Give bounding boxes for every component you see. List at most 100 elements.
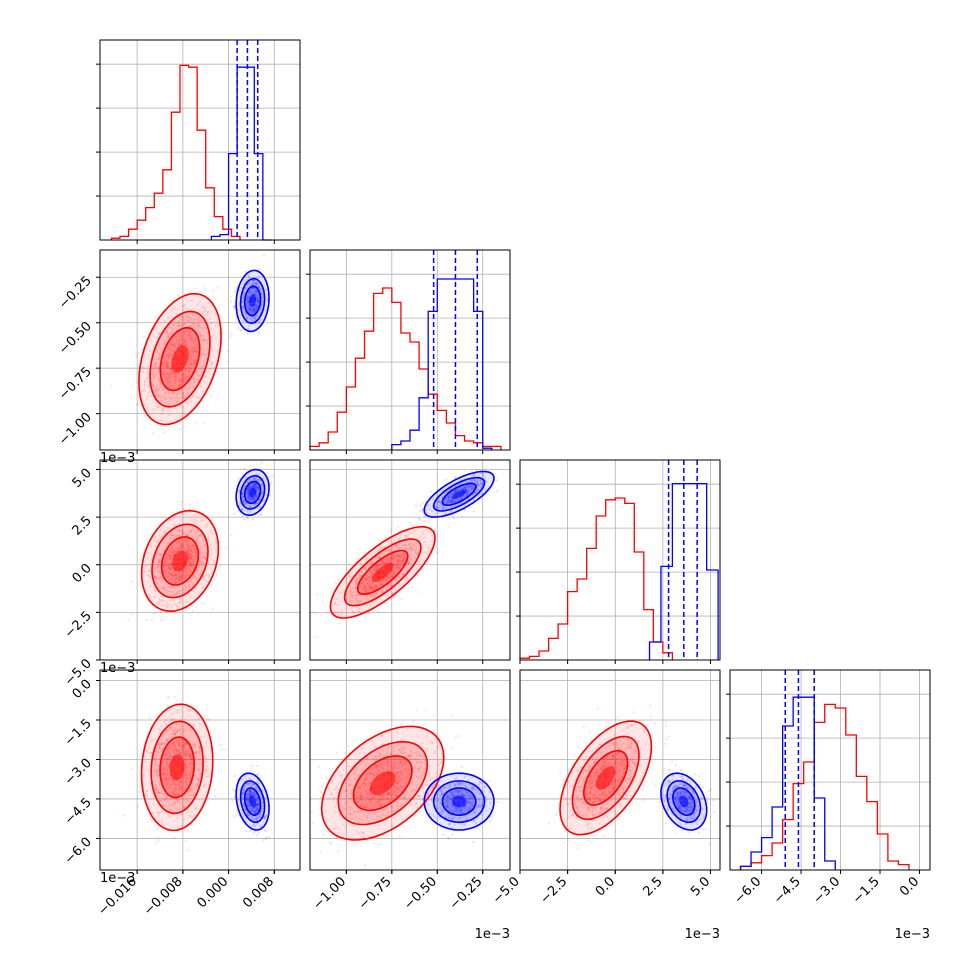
sample-point: [191, 346, 194, 349]
sample-point: [189, 595, 192, 599]
sample-point: [167, 603, 170, 606]
sample-point: [197, 530, 200, 533]
sample-point: [170, 371, 174, 374]
sample-point: [254, 496, 257, 499]
sample-point: [248, 497, 251, 500]
sample-point: [156, 565, 159, 569]
sample-point: [260, 296, 263, 299]
sample-point: [209, 394, 212, 397]
sample-point: [166, 553, 169, 556]
sample-point: [238, 489, 241, 492]
sample-point: [253, 483, 256, 486]
sample-point: [246, 496, 249, 500]
sample-point: [185, 542, 188, 545]
sample-point: [253, 310, 256, 313]
sample-point: [192, 551, 195, 554]
sample-point: [202, 555, 206, 558]
sample-point: [194, 551, 197, 554]
sample-point: [179, 548, 183, 551]
sample-point: [167, 557, 171, 560]
sample-point: [257, 286, 260, 289]
sample-point: [192, 312, 195, 315]
sample-point: [183, 343, 186, 346]
sample-point: [246, 331, 249, 335]
sample-point: [259, 308, 262, 311]
sample-point: [178, 578, 181, 581]
sample-point: [160, 619, 163, 622]
sample-point: [166, 331, 169, 335]
sample-point: [257, 284, 260, 287]
sample-point: [143, 388, 146, 391]
sample-point: [203, 309, 206, 312]
sample-point: [247, 274, 250, 277]
sample-point: [186, 574, 189, 577]
sample-point: [195, 537, 198, 540]
sample-point: [254, 310, 257, 313]
sample-point: [202, 285, 205, 288]
sample-point: [247, 304, 250, 307]
sample-point: [167, 372, 170, 375]
sample-point: [188, 562, 191, 565]
sample-point: [146, 569, 150, 572]
sample-point: [193, 349, 196, 353]
sample-point: [147, 391, 150, 394]
sample-point: [195, 568, 198, 571]
sample-point: [251, 311, 254, 314]
sample-point: [242, 294, 245, 297]
sample-point: [247, 511, 250, 514]
sample-point: [162, 586, 165, 589]
sample-point: [264, 493, 268, 496]
marginal-panel-3: [726, 670, 930, 870]
sample-point: [241, 297, 244, 300]
sample-point: [246, 494, 249, 497]
sample-point: [254, 830, 257, 833]
sample-point: [207, 539, 210, 542]
sample-point: [247, 495, 250, 498]
sample-point: [261, 491, 264, 495]
sample-point: [246, 296, 249, 300]
sample-point: [184, 574, 187, 577]
sample-point: [173, 550, 176, 553]
sample-point: [199, 572, 202, 575]
sample-point: [179, 338, 182, 341]
sample-point: [149, 543, 152, 546]
sample-point: [157, 394, 160, 397]
sample-point: [159, 385, 162, 388]
sample-point: [174, 581, 177, 585]
sample-point: [167, 558, 170, 561]
sample-point: [257, 486, 260, 489]
sample-point: [244, 287, 247, 290]
sample-point: [244, 313, 248, 316]
sample-point: [198, 332, 201, 335]
sample-point: [141, 552, 144, 555]
sample-point: [189, 553, 192, 556]
sample-point: [314, 612, 317, 615]
sample-point: [258, 499, 261, 502]
sample-point: [165, 354, 168, 357]
sample-point: [163, 530, 166, 534]
sample-point: [208, 317, 211, 320]
sample-point: [152, 540, 156, 543]
sample-point: [167, 542, 171, 545]
sample-point: [190, 553, 193, 557]
sample-point: [176, 294, 179, 297]
sample-point: [172, 552, 176, 556]
sample-point: [186, 548, 189, 551]
sample-point: [241, 492, 244, 496]
sample-point: [260, 292, 263, 295]
sample-point: [256, 485, 260, 488]
sample-point: [156, 567, 159, 570]
sample-point: [263, 480, 266, 483]
sample-point: [178, 325, 181, 328]
sample-point: [152, 367, 155, 370]
sample-point: [169, 397, 172, 401]
sample-point: [245, 299, 248, 302]
sample-point: [252, 308, 255, 312]
sample-point: [159, 529, 162, 532]
sample-point: [200, 334, 203, 338]
sample-point: [181, 577, 184, 580]
sample-point: [193, 319, 196, 322]
sample-point: [167, 353, 170, 356]
sample-point: [192, 381, 195, 385]
sample-point: [396, 526, 399, 529]
